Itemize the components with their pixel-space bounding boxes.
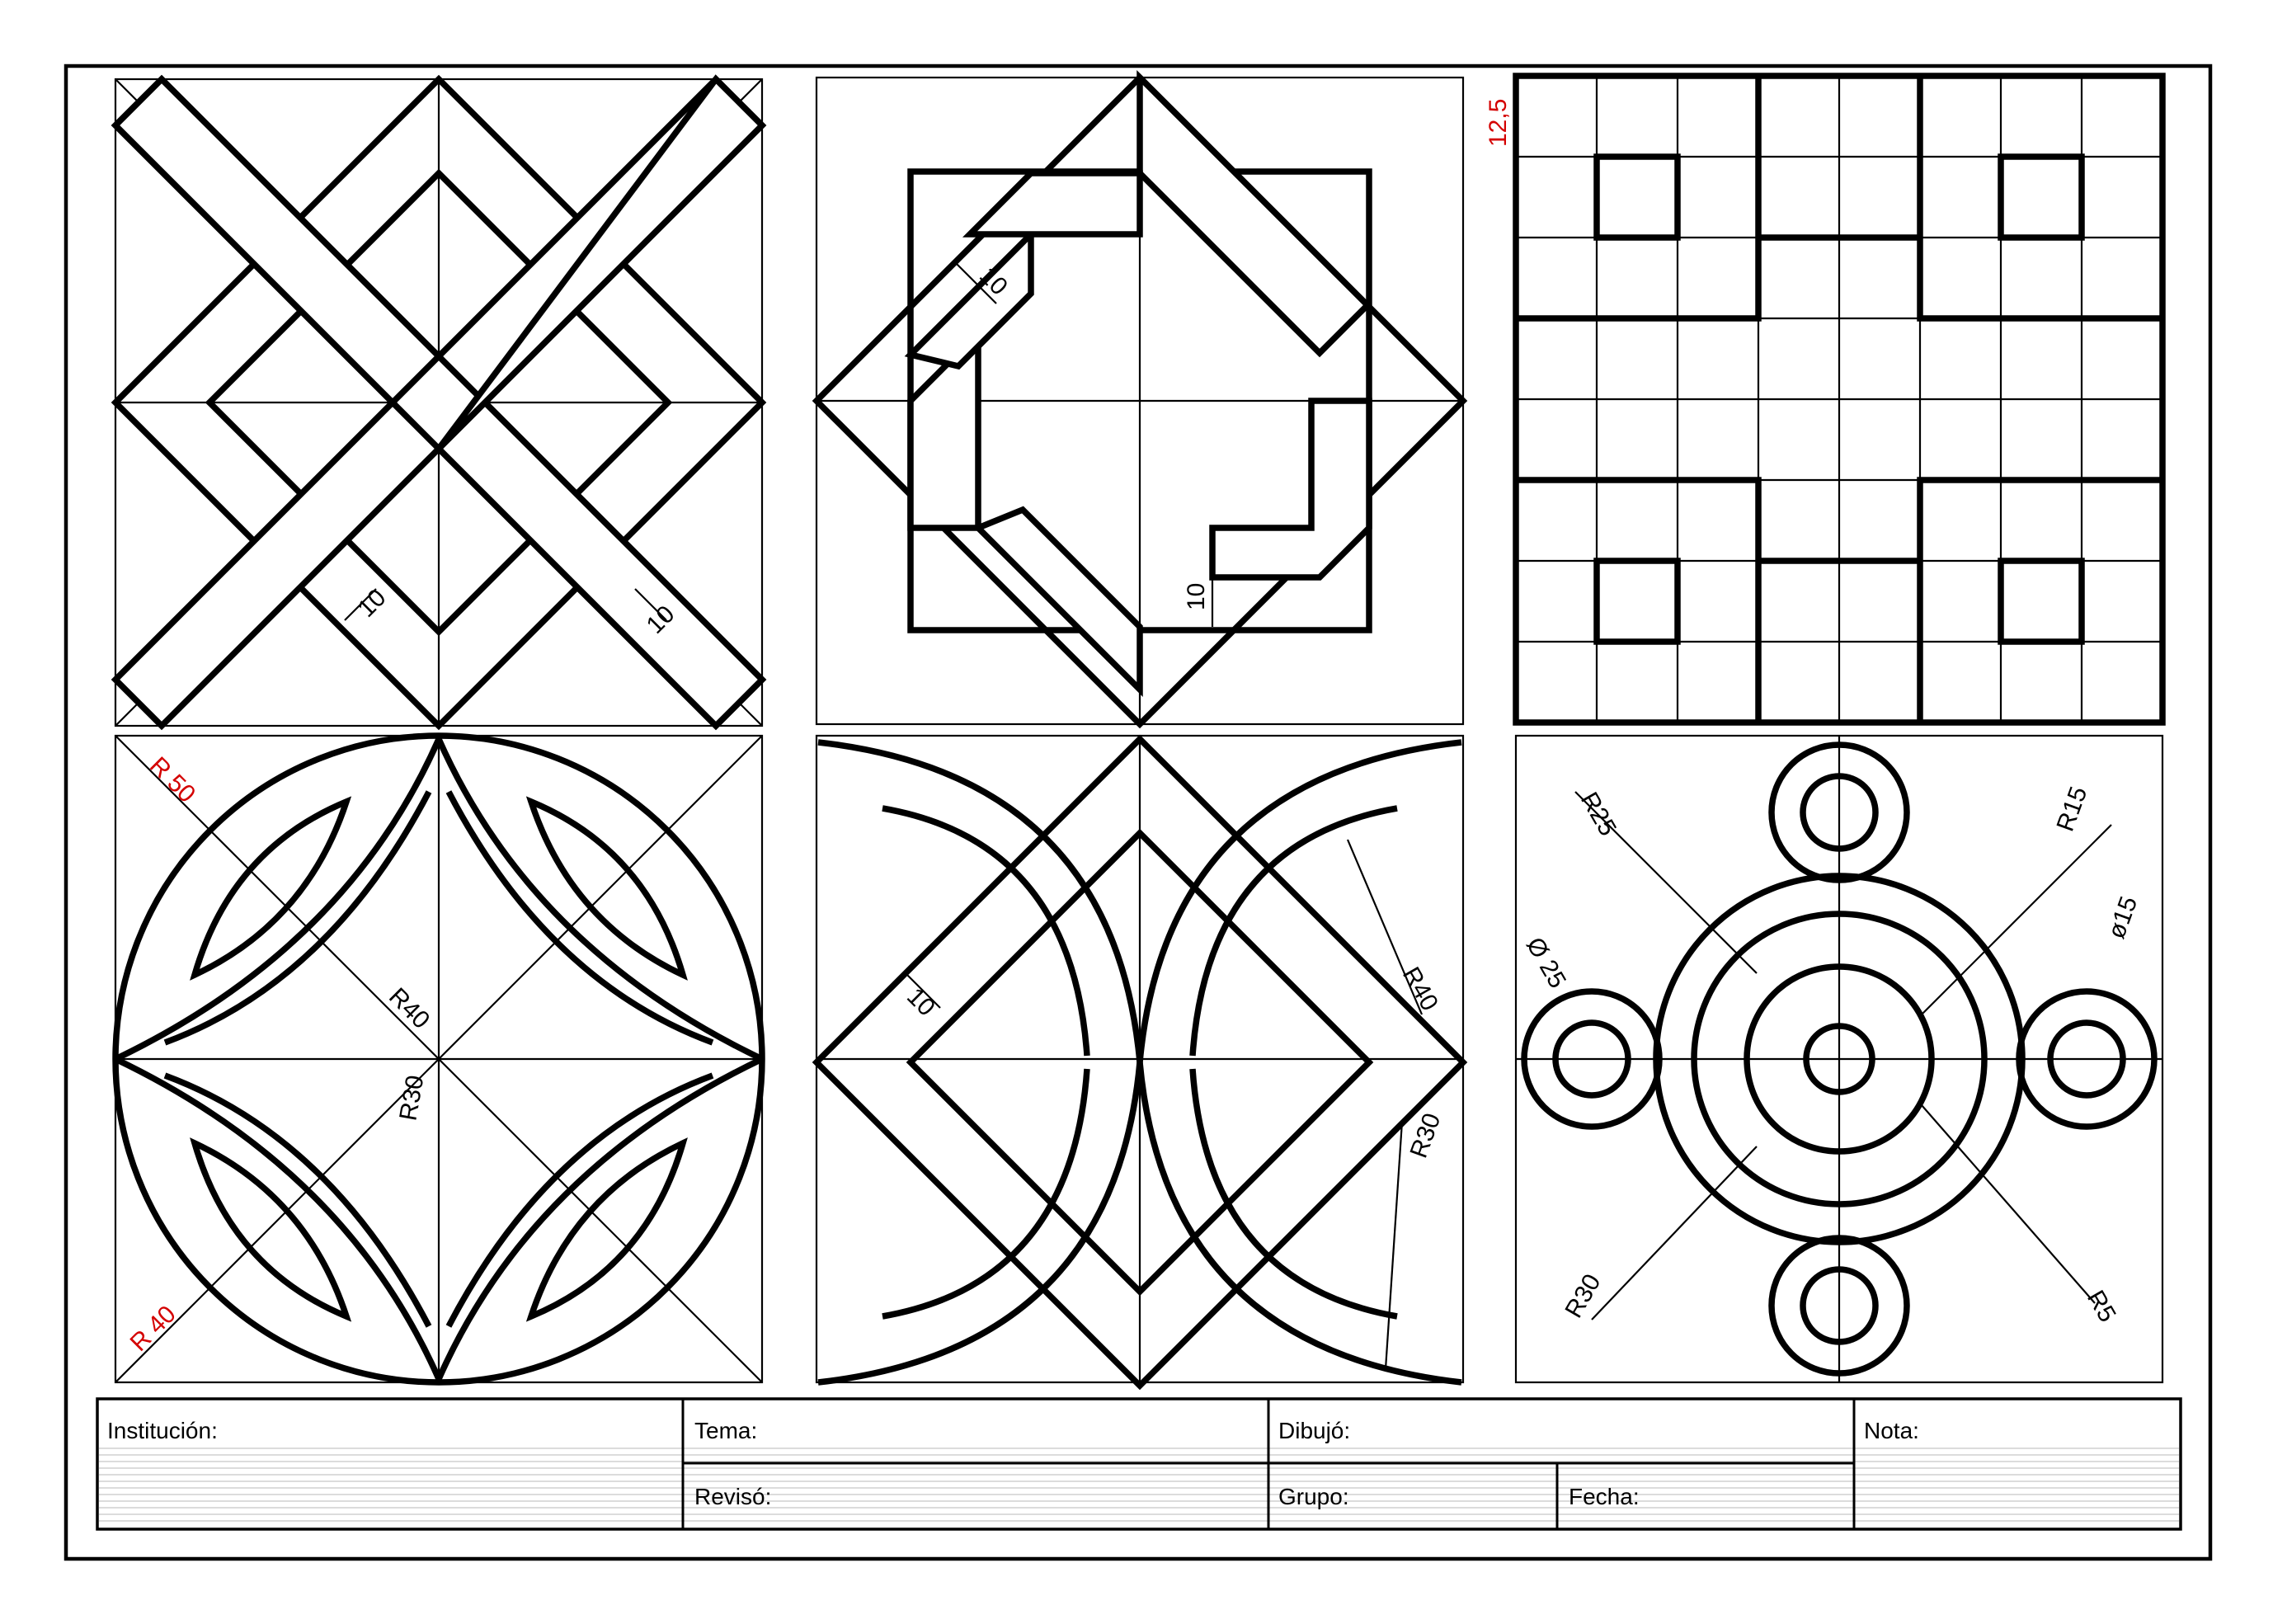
- panel-3-grid-fret: 12,5: [1485, 73, 2166, 726]
- p5-dim-a: 10: [901, 983, 940, 1022]
- sheet-border: [64, 64, 2213, 1561]
- dibujo-label: Dibujó:: [1278, 1418, 1350, 1443]
- panel-6-circles-ornament: R25 R15 Ø 25 ø15 R30 R5: [1514, 734, 2164, 1384]
- p3-dim-a: 12,5: [1485, 99, 1512, 147]
- fecha-label: Fecha:: [1569, 1484, 1640, 1509]
- p6-dim-e: R30: [1560, 1269, 1606, 1322]
- title-block: Institución: Tema: Dibujó: Nota: Revisó:…: [96, 1397, 2182, 1531]
- p6-dim-d: ø15: [2103, 893, 2144, 943]
- p6-dim-a: R25: [1575, 788, 1621, 840]
- p4-dim-d: R30: [394, 1073, 429, 1123]
- p4-dim-a: R 50: [144, 752, 200, 808]
- panel-4-circle-lenses: R 50 R 40 R40 R30: [112, 732, 765, 1386]
- p4-dim-c: R40: [384, 983, 435, 1034]
- panel-2-octagram: 10 10: [812, 69, 1468, 729]
- p6-dim-f: R5: [2082, 1286, 2121, 1327]
- p6-dim-b: R15: [2052, 783, 2093, 835]
- grupo-label: Grupo:: [1278, 1484, 1349, 1509]
- p4-dim-b: R 40: [125, 1301, 181, 1357]
- reviso-label: Revisó:: [694, 1484, 771, 1509]
- p2-dim-b: 10: [1183, 583, 1210, 610]
- panel-1-square-knot: 10 10: [111, 74, 767, 731]
- p6-dim-c: Ø 25: [1521, 933, 1571, 993]
- institucion-label: Institución:: [107, 1418, 218, 1443]
- panel-5-celtic-knot: 10 R40 R30: [812, 734, 1468, 1391]
- p1-dim-a: 10: [353, 584, 392, 623]
- tema-label: Tema:: [694, 1418, 757, 1443]
- nota-label: Nota:: [1864, 1418, 1919, 1443]
